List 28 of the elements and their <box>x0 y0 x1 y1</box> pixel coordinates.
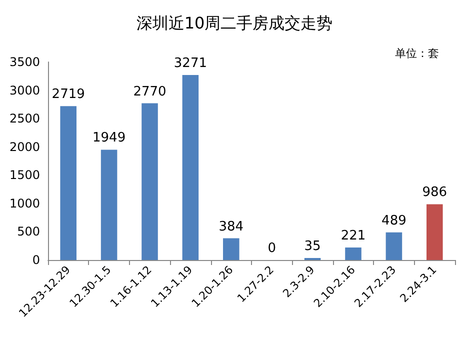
data-label: 1949 <box>92 130 126 146</box>
bar <box>100 150 118 260</box>
data-label: 384 <box>218 219 244 234</box>
text: 单位：套 <box>395 47 439 60</box>
y-tick-label: 1000 <box>9 196 40 210</box>
data-label: 3271 <box>174 56 207 71</box>
bar <box>386 232 402 260</box>
y-tick-label: 1500 <box>9 168 40 182</box>
bar <box>182 74 199 260</box>
bar <box>142 103 158 260</box>
bar <box>60 106 76 260</box>
y-tick-label: 3500 <box>9 55 40 69</box>
y-tick-label: 0 <box>32 253 40 267</box>
data-label: 489 <box>382 213 406 228</box>
y-tick-label: 3000 <box>9 83 40 98</box>
bar <box>345 248 362 260</box>
bar <box>426 204 443 260</box>
data-label: 2770 <box>133 84 166 100</box>
chart-title: 深圳近10周二手房成交走势 <box>136 14 333 32</box>
data-label: 2719 <box>52 87 85 102</box>
bar <box>223 238 240 260</box>
y-tick-label: 2000 <box>9 140 40 154</box>
data-label: 986 <box>422 185 448 200</box>
data-label: 0 <box>268 241 276 256</box>
y-tick-label: 2500 <box>9 112 40 126</box>
data-label: 221 <box>340 228 366 244</box>
data-label: 35 <box>304 239 321 254</box>
y-tick-label: 500 <box>17 224 40 239</box>
